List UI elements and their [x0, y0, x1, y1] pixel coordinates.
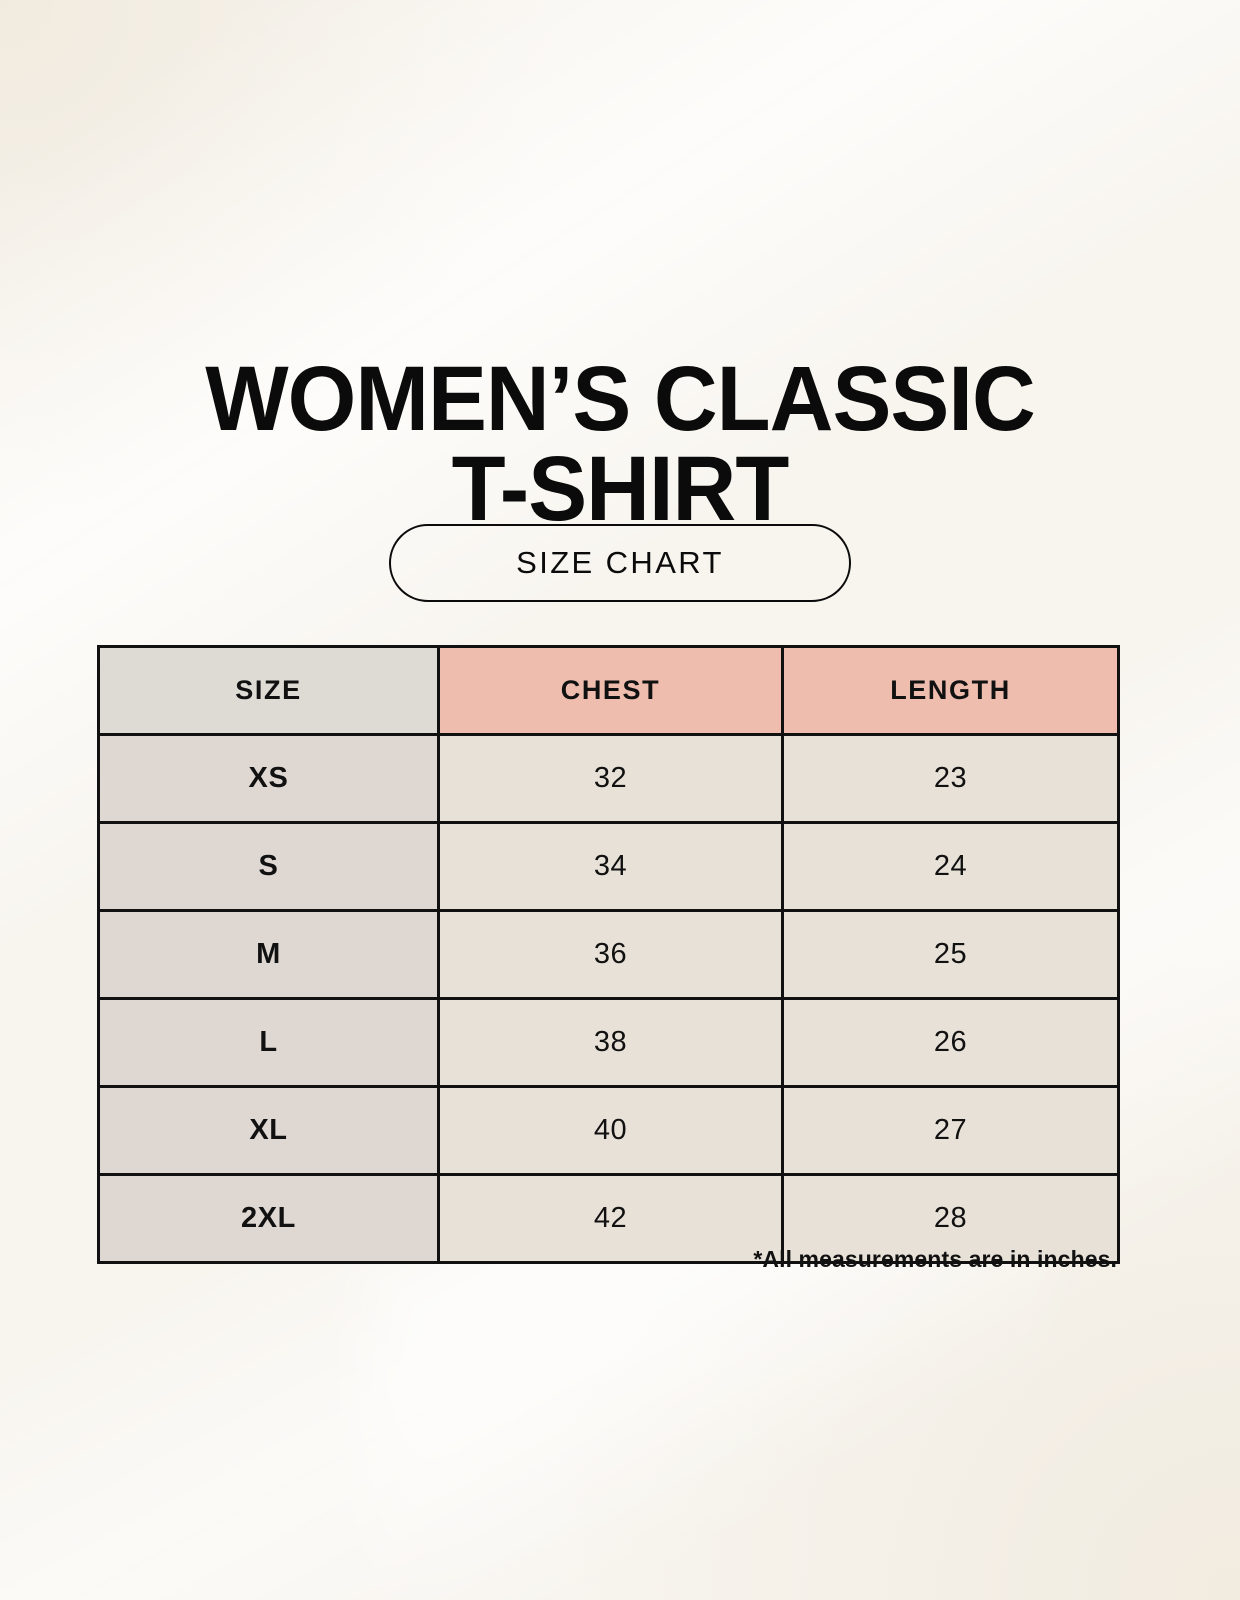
cell-length-xs: 23 [781, 733, 1120, 824]
cell-length-l: 26 [781, 997, 1120, 1088]
size-table-head: SIZE CHEST LENGTH [97, 645, 1120, 736]
cell-size-xs: XS [97, 733, 440, 824]
page-title: WOMEN’S CLASSIC T-SHIRT [205, 347, 1036, 540]
table-row: L 38 26 [97, 997, 1120, 1088]
cell-size-xl: XL [97, 1085, 440, 1176]
table-row: M 36 25 [97, 909, 1120, 1000]
cell-chest-s: 34 [437, 821, 784, 912]
cell-size-s: S [97, 821, 440, 912]
measurements-footnote: *All measurements are in inches. [753, 1246, 1117, 1272]
cell-length-xl: 27 [781, 1085, 1120, 1176]
cell-chest-xs: 32 [437, 733, 784, 824]
cell-chest-xl: 40 [437, 1085, 784, 1176]
table-row: XL 40 27 [97, 1085, 1120, 1176]
cell-size-l: L [97, 997, 440, 1088]
table-row: XS 32 23 [97, 733, 1120, 824]
table-header-row: SIZE CHEST LENGTH [97, 645, 1120, 736]
column-header-size: SIZE [97, 645, 440, 736]
cell-size-m: M [97, 909, 440, 1000]
column-header-length: LENGTH [781, 645, 1120, 736]
size-table-container: SIZE CHEST LENGTH XS 32 23 S 34 24 [97, 645, 1120, 1264]
size-chart-badge-container: SIZE CHART [0, 524, 1240, 602]
cell-length-m: 25 [781, 909, 1120, 1000]
table-row: S 34 24 [97, 821, 1120, 912]
column-header-chest: CHEST [437, 645, 784, 736]
size-table: SIZE CHEST LENGTH XS 32 23 S 34 24 [97, 645, 1120, 1264]
size-chart-badge: SIZE CHART [389, 524, 851, 602]
cell-length-s: 24 [781, 821, 1120, 912]
cell-chest-m: 36 [437, 909, 784, 1000]
size-table-body: XS 32 23 S 34 24 M 36 25 L [97, 733, 1120, 1264]
cell-chest-l: 38 [437, 997, 784, 1088]
